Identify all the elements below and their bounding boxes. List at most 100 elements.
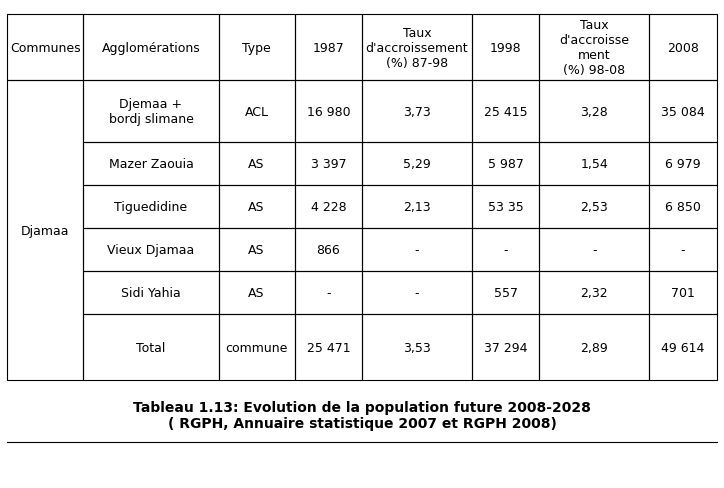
Bar bbox=[362, 81, 472, 143]
Bar bbox=[295, 143, 362, 186]
Bar bbox=[649, 314, 717, 381]
Text: 557: 557 bbox=[494, 286, 518, 299]
Text: commune: commune bbox=[225, 341, 287, 354]
Bar bbox=[219, 15, 295, 81]
Bar bbox=[7, 15, 83, 81]
Bar bbox=[295, 228, 362, 271]
Bar bbox=[7, 81, 83, 381]
Text: -: - bbox=[415, 244, 419, 256]
Bar bbox=[472, 81, 539, 143]
Text: 5,29: 5,29 bbox=[403, 158, 431, 171]
Text: 866: 866 bbox=[316, 244, 340, 256]
Text: 25 415: 25 415 bbox=[484, 105, 528, 119]
Bar bbox=[83, 81, 219, 143]
Text: Taux
d'accroisse
ment
(%) 98-08: Taux d'accroisse ment (%) 98-08 bbox=[560, 19, 629, 77]
Bar bbox=[83, 271, 219, 314]
Text: Vieux Djamaa: Vieux Djamaa bbox=[107, 244, 195, 256]
Bar bbox=[83, 143, 219, 186]
Bar bbox=[295, 186, 362, 228]
Text: 4 228: 4 228 bbox=[311, 201, 346, 214]
Bar bbox=[295, 314, 362, 381]
Bar bbox=[83, 186, 219, 228]
Text: 2,53: 2,53 bbox=[581, 201, 608, 214]
Text: ACL: ACL bbox=[245, 105, 269, 119]
Text: -: - bbox=[681, 244, 685, 256]
Bar bbox=[539, 314, 649, 381]
Bar bbox=[539, 15, 649, 81]
Text: Mazer Zaouia: Mazer Zaouia bbox=[109, 158, 193, 171]
Bar bbox=[362, 186, 472, 228]
Bar bbox=[539, 271, 649, 314]
Text: AS: AS bbox=[248, 244, 265, 256]
Bar bbox=[649, 186, 717, 228]
Text: AS: AS bbox=[248, 201, 265, 214]
Bar bbox=[83, 314, 219, 381]
Bar bbox=[649, 143, 717, 186]
Text: 701: 701 bbox=[671, 286, 695, 299]
Bar bbox=[472, 143, 539, 186]
Bar bbox=[219, 186, 295, 228]
Text: Communes: Communes bbox=[10, 41, 81, 54]
Bar bbox=[362, 143, 472, 186]
Bar bbox=[219, 314, 295, 381]
Text: Type: Type bbox=[243, 41, 271, 54]
Bar bbox=[472, 228, 539, 271]
Text: 2,89: 2,89 bbox=[581, 341, 608, 354]
Text: Sidi Yahia: Sidi Yahia bbox=[121, 286, 181, 299]
Text: 3,28: 3,28 bbox=[581, 105, 608, 119]
Text: -: - bbox=[592, 244, 597, 256]
Text: 2,13: 2,13 bbox=[403, 201, 431, 214]
Text: AS: AS bbox=[248, 158, 265, 171]
Text: Tableau 1.13: Evolution de la population future 2008-2028
( RGPH, Annuaire stati: Tableau 1.13: Evolution de la population… bbox=[133, 400, 591, 430]
Text: 5 987: 5 987 bbox=[488, 158, 523, 171]
Text: Taux
d'accroissement
(%) 87-98: Taux d'accroissement (%) 87-98 bbox=[366, 26, 468, 69]
Bar bbox=[362, 228, 472, 271]
Bar bbox=[539, 228, 649, 271]
Text: 25 471: 25 471 bbox=[306, 341, 350, 354]
Bar bbox=[362, 314, 472, 381]
Bar bbox=[539, 143, 649, 186]
Text: Djemaa +
bordj slimane: Djemaa + bordj slimane bbox=[109, 98, 193, 126]
Text: 1,54: 1,54 bbox=[581, 158, 608, 171]
Bar bbox=[295, 271, 362, 314]
Bar bbox=[472, 15, 539, 81]
Text: 6 979: 6 979 bbox=[665, 158, 701, 171]
Bar bbox=[295, 81, 362, 143]
Text: 35 084: 35 084 bbox=[661, 105, 705, 119]
Bar bbox=[539, 81, 649, 143]
Text: 16 980: 16 980 bbox=[306, 105, 350, 119]
Text: 53 35: 53 35 bbox=[488, 201, 523, 214]
Bar bbox=[83, 15, 219, 81]
Bar bbox=[649, 15, 717, 81]
Bar bbox=[649, 81, 717, 143]
Text: 3,73: 3,73 bbox=[403, 105, 431, 119]
Bar bbox=[219, 271, 295, 314]
Text: Djamaa: Djamaa bbox=[21, 224, 70, 237]
Bar bbox=[219, 228, 295, 271]
Bar bbox=[362, 15, 472, 81]
Text: 1987: 1987 bbox=[313, 41, 344, 54]
Bar bbox=[539, 186, 649, 228]
Text: 37 294: 37 294 bbox=[484, 341, 527, 354]
Text: -: - bbox=[326, 286, 331, 299]
Text: 3 397: 3 397 bbox=[311, 158, 346, 171]
Text: 49 614: 49 614 bbox=[661, 341, 704, 354]
Bar bbox=[472, 186, 539, 228]
Text: 2008: 2008 bbox=[667, 41, 699, 54]
Bar bbox=[472, 271, 539, 314]
Bar bbox=[219, 143, 295, 186]
Bar bbox=[649, 271, 717, 314]
Text: -: - bbox=[503, 244, 508, 256]
Bar bbox=[83, 228, 219, 271]
Bar bbox=[295, 15, 362, 81]
Text: AS: AS bbox=[248, 286, 265, 299]
Text: Total: Total bbox=[136, 341, 166, 354]
Bar bbox=[472, 314, 539, 381]
Text: 3,53: 3,53 bbox=[403, 341, 431, 354]
Text: -: - bbox=[415, 286, 419, 299]
Bar bbox=[649, 228, 717, 271]
Bar bbox=[362, 271, 472, 314]
Bar bbox=[219, 81, 295, 143]
Text: 1998: 1998 bbox=[490, 41, 521, 54]
Text: 6 850: 6 850 bbox=[665, 201, 701, 214]
